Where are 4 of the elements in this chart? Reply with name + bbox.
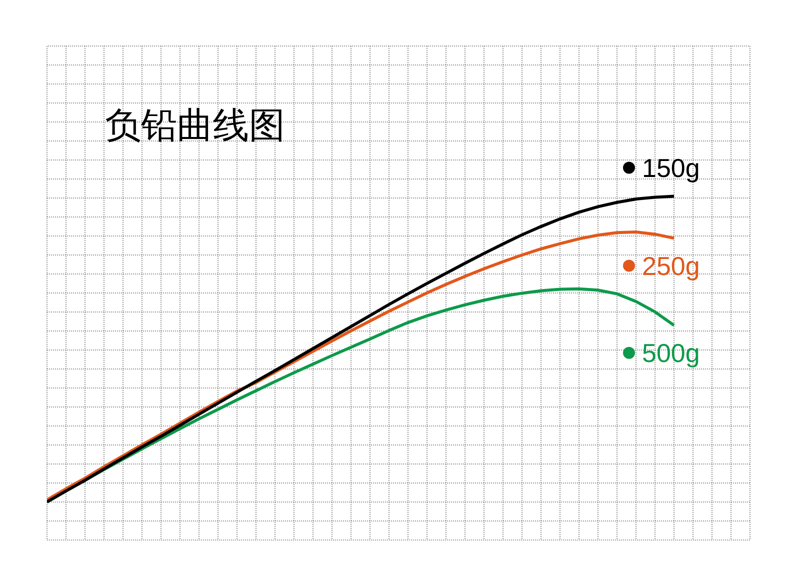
legend-label: 250g — [642, 251, 700, 281]
legend-label: 150g — [642, 153, 700, 183]
legend-label: 500g — [642, 338, 700, 368]
chart-title: 负铅曲线图 — [105, 106, 285, 147]
